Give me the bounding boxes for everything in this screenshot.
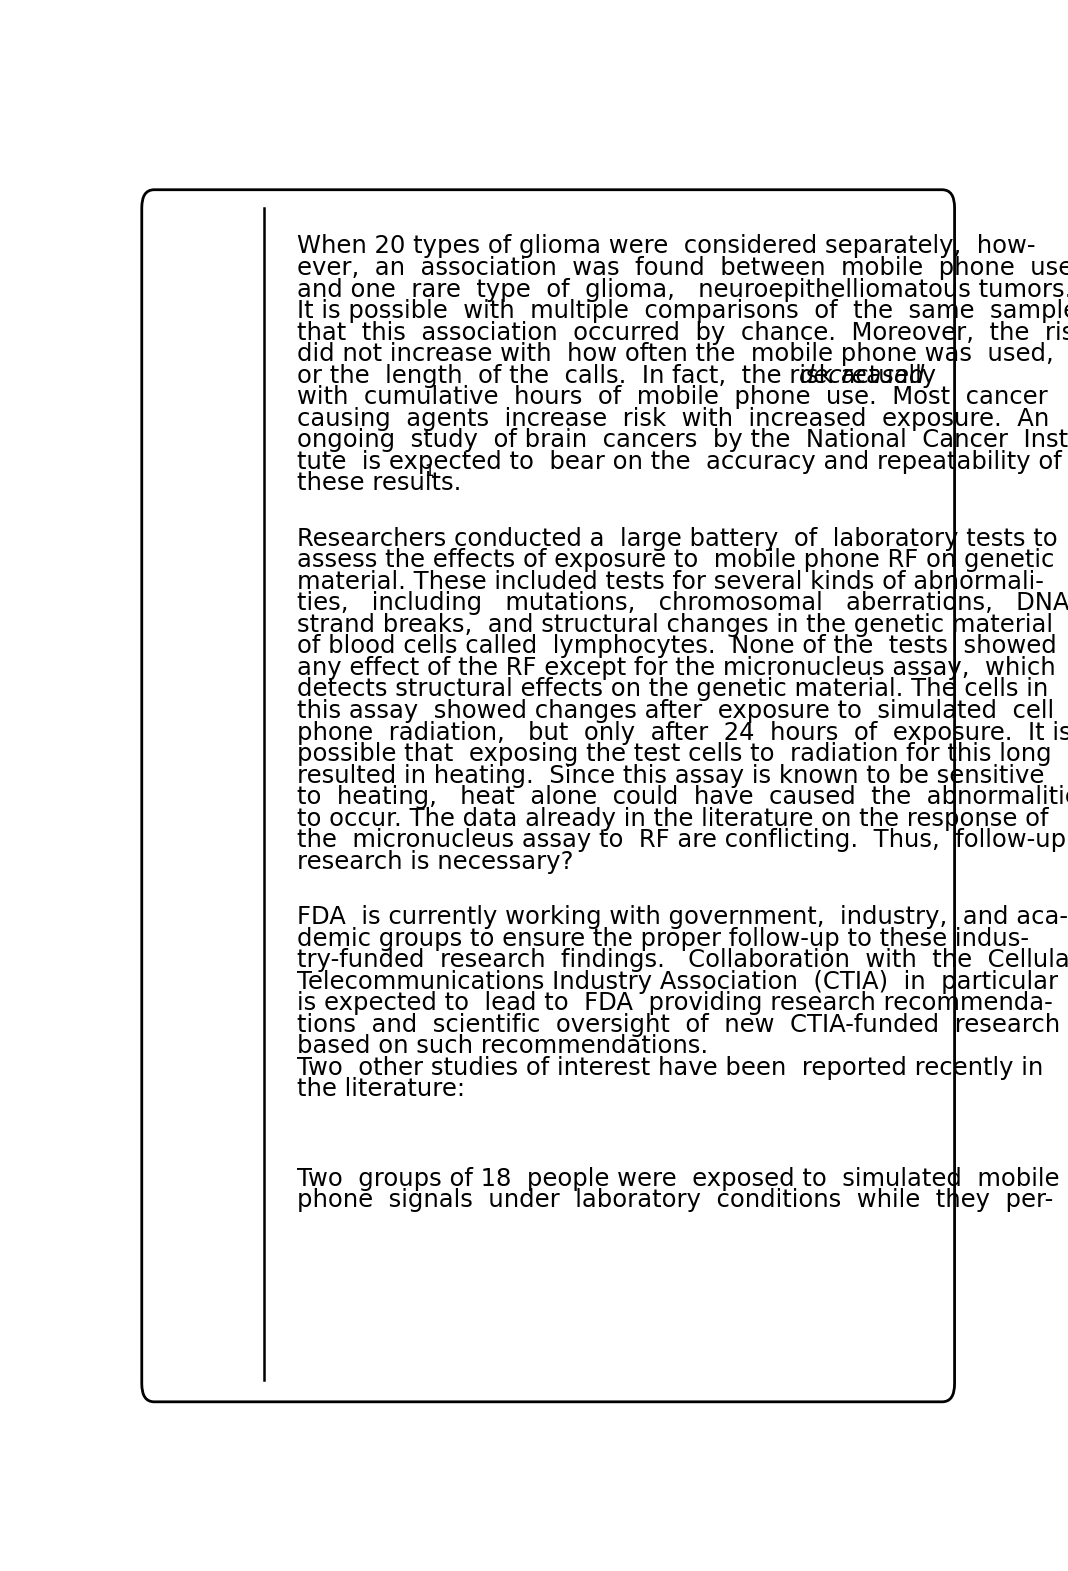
FancyBboxPatch shape: [142, 190, 955, 1401]
Text: did not increase with  how often the  mobile phone was  used,: did not increase with how often the mobi…: [297, 342, 1054, 366]
Text: assess the effects of exposure to  mobile phone RF on genetic: assess the effects of exposure to mobile…: [297, 548, 1055, 572]
Text: phone  signals  under  laboratory  conditions  while  they  per-: phone signals under laboratory condition…: [297, 1188, 1054, 1213]
Text: tute  is expected to  bear on the  accuracy and repeatability of: tute is expected to bear on the accuracy…: [297, 449, 1063, 474]
Text: based on such recommendations.: based on such recommendations.: [297, 1034, 708, 1059]
Text: ever,  an  association  was  found  between  mobile  phone  use: ever, an association was found between m…: [297, 256, 1068, 280]
Text: Two  other studies of interest have been  reported recently in: Two other studies of interest have been …: [297, 1056, 1043, 1079]
Text: ongoing  study  of brain  cancers  by the  National  Cancer  Insti-: ongoing study of brain cancers by the Na…: [297, 429, 1068, 452]
Text: Researchers conducted a  large battery  of  laboratory tests to: Researchers conducted a large battery of…: [297, 526, 1058, 551]
Text: It is possible  with  multiple  comparisons  of  the  same  sample: It is possible with multiple comparisons…: [297, 298, 1068, 324]
Text: detects structural effects on the genetic material. The cells in: detects structural effects on the geneti…: [297, 677, 1049, 702]
Text: the  micronucleus assay to  RF are conflicting.  Thus,  follow-up: the micronucleus assay to RF are conflic…: [297, 828, 1067, 851]
Text: research is necessary?: research is necessary?: [297, 850, 574, 873]
Text: strand breaks,  and structural changes in the genetic material: strand breaks, and structural changes in…: [297, 613, 1053, 636]
Text: material. These included tests for several kinds of abnormali-: material. These included tests for sever…: [297, 570, 1045, 594]
Text: When 20 types of glioma were  considered separately,  how-: When 20 types of glioma were considered …: [297, 234, 1036, 259]
Text: and one  rare  type  of  glioma,   neuroepithelliomatous tumors.: and one rare type of glioma, neuroepithe…: [297, 278, 1068, 302]
Text: ties,   including   mutations,   chromosomal   aberrations,   DNA: ties, including mutations, chromosomal a…: [297, 591, 1068, 616]
Text: that  this  association  occurred  by  chance.  Moreover,  the  risk: that this association occurred by chance…: [297, 320, 1068, 344]
Text: any effect of the RF except for the micronucleus assay,  which: any effect of the RF except for the micr…: [297, 657, 1056, 680]
Text: Two  groups of 18  people were  exposed to  simulated  mobile: Two groups of 18 people were exposed to …: [297, 1167, 1059, 1191]
Text: FDA  is currently working with government,  industry,  and aca-: FDA is currently working with government…: [297, 905, 1068, 928]
Text: decreased: decreased: [799, 363, 925, 388]
Text: the literature:: the literature:: [297, 1078, 466, 1101]
Text: demic groups to ensure the proper follow-up to these indus-: demic groups to ensure the proper follow…: [297, 927, 1030, 950]
Text: 1: 1: [425, 463, 435, 479]
Text: Telecommunications Industry Association  (CTIA)  in  particular: Telecommunications Industry Association …: [297, 969, 1058, 994]
Text: resulted in heating.  Since this assay is known to be sensitive: resulted in heating. Since this assay is…: [297, 764, 1045, 787]
Text: try-funded  research  findings.   Collaboration  with  the  Cellular: try-funded research findings. Collaborat…: [297, 949, 1068, 972]
Text: possible that  exposing the test cells to  radiation for this long: possible that exposing the test cells to…: [297, 742, 1052, 767]
Text: or the  length  of the  calls.  In fact,  the risk actually: or the length of the calls. In fact, the…: [297, 363, 944, 388]
Text: this assay  showed changes after  exposure to  simulated  cell: this assay showed changes after exposure…: [297, 699, 1054, 723]
Text: to occur. The data already in the literature on the response of: to occur. The data already in the litera…: [297, 806, 1049, 831]
Text: causing  agents  increase  risk  with  increased  exposure.  An: causing agents increase risk with increa…: [297, 407, 1050, 430]
Text: is expected to  lead to  FDA  providing research recommenda-: is expected to lead to FDA providing res…: [297, 991, 1053, 1015]
Text: to  heating,   heat  alone  could  have  caused  the  abnormalities: to heating, heat alone could have caused…: [297, 786, 1068, 809]
Text: tions  and  scientific  oversight  of  new  CTIA-funded  research: tions and scientific oversight of new CT…: [297, 1013, 1061, 1037]
Text: these results.: these results.: [297, 471, 461, 495]
Text: phone  radiation,   but  only  after  24  hours  of  exposure.  It is: phone radiation, but only after 24 hours…: [297, 721, 1068, 745]
Text: with  cumulative  hours  of  mobile  phone  use.  Most  cancer: with cumulative hours of mobile phone us…: [297, 385, 1048, 408]
Text: of blood cells called  lymphocytes.  None of the  tests  showed: of blood cells called lymphocytes. None …: [297, 635, 1057, 658]
